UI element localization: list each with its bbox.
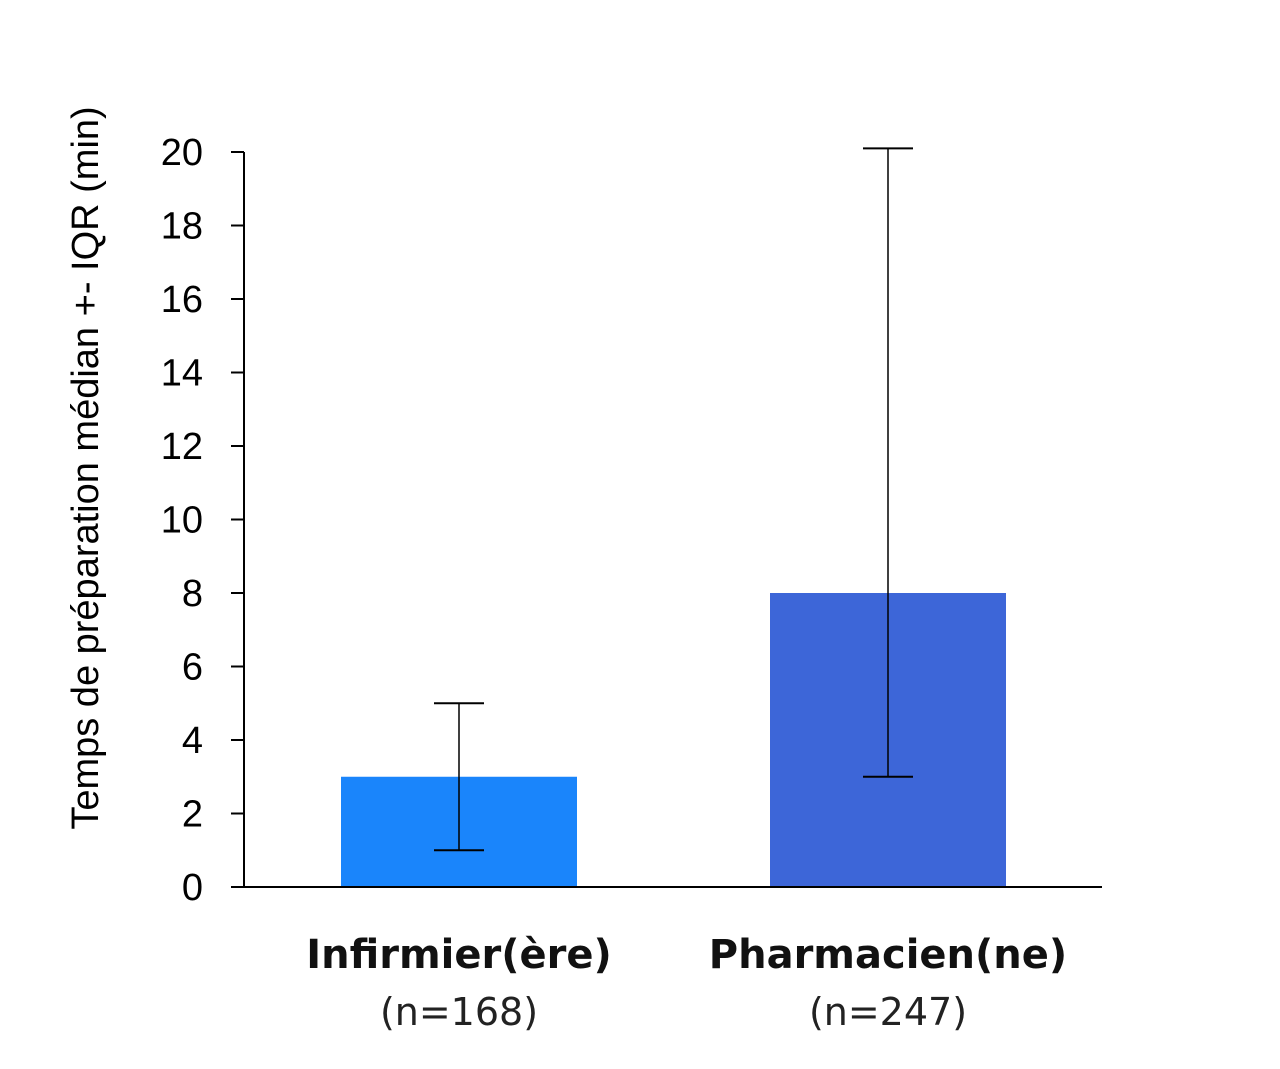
y-tick-label: 0: [182, 867, 203, 909]
y-axis-label: Temps de préparation médian +- IQR (min): [65, 106, 107, 829]
y-tick-label: 12: [161, 426, 203, 468]
category-label: Pharmacien(ne): [709, 932, 1067, 978]
y-tick-label: 16: [161, 279, 203, 321]
y-tick-label: 2: [182, 794, 203, 836]
y-tick-label: 4: [182, 720, 203, 762]
category-sublabel: (n=247): [809, 990, 967, 1034]
category-label: Infirmier(ère): [306, 932, 612, 978]
y-tick-label: 6: [182, 647, 203, 689]
bars: [341, 593, 1006, 887]
y-tick-label: 14: [161, 353, 203, 395]
y-tick-label: 8: [182, 573, 203, 615]
error-bars: [434, 147, 913, 852]
y-tick-label: 18: [161, 206, 203, 248]
y-tick-label: 20: [161, 132, 203, 174]
y-axis-ticks: 0 2 4 6 8 10 12 14 16 18 20: [161, 132, 244, 909]
category-sublabel: (n=168): [380, 990, 538, 1034]
category-labels: Infirmier(ère) (n=168) Pharmacien(ne) (n=24…: [306, 932, 1067, 1034]
y-tick-label: 10: [161, 500, 203, 542]
